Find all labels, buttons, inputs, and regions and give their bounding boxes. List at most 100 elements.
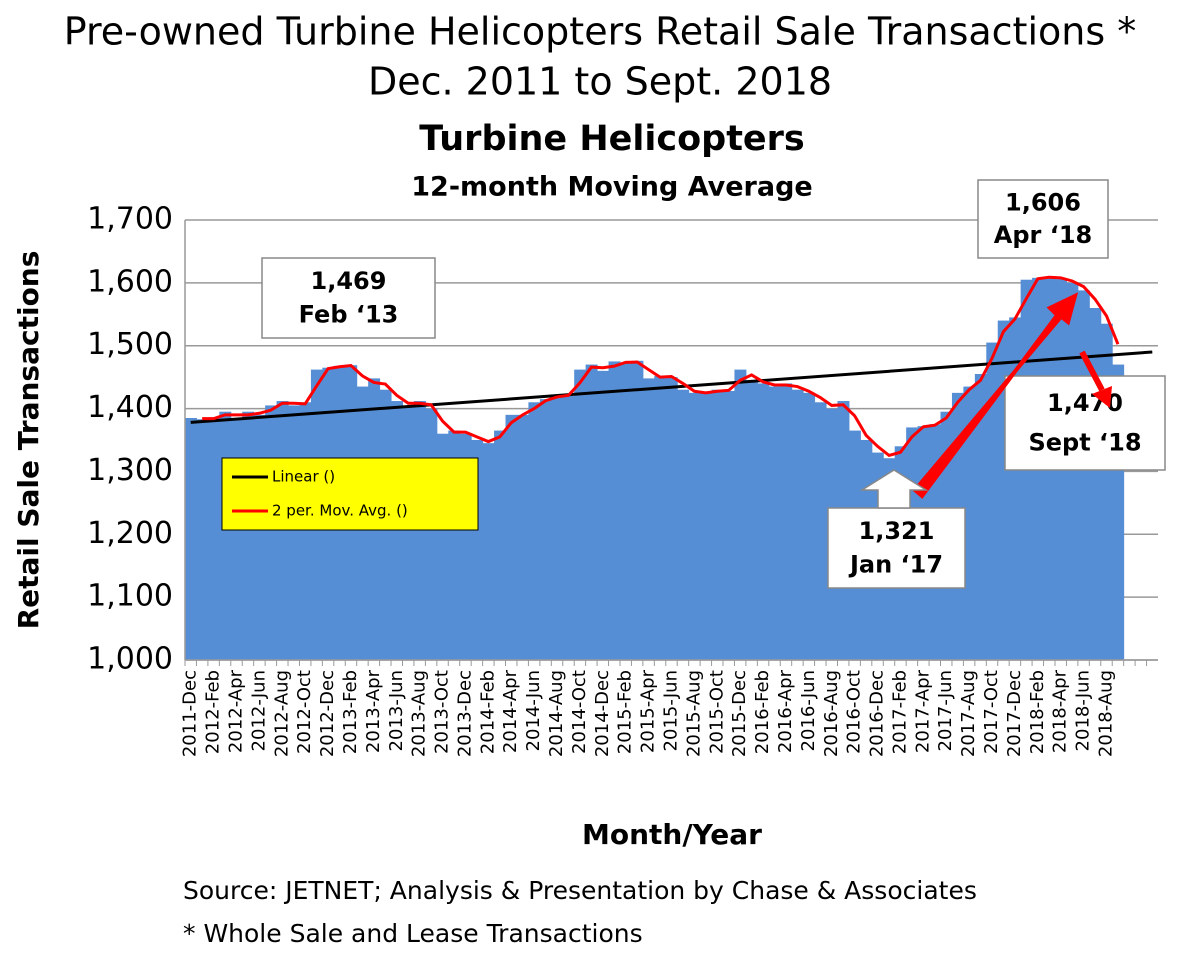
annotation-date: Sept ‘18 [1028,429,1141,457]
bar [642,378,655,660]
bar [1100,323,1113,660]
x-tick-label: 2017-Feb [889,670,910,754]
bar [597,370,610,660]
bar [1112,364,1125,660]
bar [986,342,999,660]
bar [425,408,438,660]
bar [1089,308,1102,660]
annotation-value: 1,469 [311,267,387,295]
x-tick-label: 2016-Aug [821,670,842,757]
bar [574,369,587,660]
x-tick-label: 2018-Apr [1050,669,1071,753]
bar [757,383,770,660]
bar [997,320,1010,660]
x-tick-label: 2012-Dec [317,670,338,757]
bar [745,380,758,660]
x-tick-label: 2014-Dec [592,670,613,757]
annotation-box [827,507,966,589]
bar [688,392,701,660]
x-tick-label: 2015-Apr [638,669,659,753]
x-tick-label: 2015-Feb [615,670,636,754]
y-tick-label: 1,200 [87,516,173,551]
y-axis-title: Retail Sale Transactions [12,251,45,630]
annotation-value: 1,470 [1047,389,1123,417]
x-tick-label: 2013-Aug [409,670,430,757]
bar [711,389,724,660]
annotation: 1,321 Jan ‘17 [827,507,966,589]
annotation-date: Feb ‘13 [299,301,399,329]
x-tick-label: 2017-Oct [981,670,1002,754]
bar [665,377,678,660]
x-tick-label: 2015-Jun [661,670,682,751]
annotation-date: Jan ‘17 [848,551,943,579]
bar [677,389,690,660]
x-tick-label: 2014-Oct [569,670,590,754]
y-tick-label: 1,700 [87,202,173,237]
bar [459,433,472,660]
x-tick-label: 2018-Feb [1027,670,1048,754]
legend-label: Linear () [272,468,335,486]
x-tick-label: 2016-Jun [798,670,819,751]
bar [585,364,598,660]
x-tick-label: 2012-Jun [248,670,269,751]
x-tick-label: 2014-Feb [477,670,498,754]
bar [288,405,300,660]
annotation: 1,470 Sept ‘18 [1004,375,1166,471]
annotation-value: 1,606 [1005,188,1081,216]
bar [700,392,713,660]
x-tick-label: 2013-Oct [432,670,453,754]
x-tick-label: 2014-Jun [523,670,544,751]
bar [562,396,575,660]
y-tick-label: 1,600 [87,264,173,299]
x-tick-label: 2012-Oct [294,670,315,754]
bar [276,401,289,660]
bar [551,394,564,660]
bar [780,383,793,660]
bar [516,414,529,660]
source: Source: JETNET; Analysis & Presentation … [183,876,977,905]
x-tick-label: 2012-Feb [203,670,224,754]
annotation: 1,606 Apr ‘18 [977,179,1109,259]
moving-average-line [202,275,1120,458]
bar [402,405,415,660]
y-tick-label: 1,100 [87,579,173,614]
x-tick-label: 2013-Dec [454,670,475,757]
bar [963,386,976,660]
footnote: * Whole Sale and Lease Transactions [183,919,643,948]
x-tick-label: 2015-Dec [729,670,750,757]
legend-box [221,457,479,531]
chart-subtitle: Turbine Helicopters [419,119,805,159]
x-tick-label: 2013-Apr [363,669,384,753]
bar [482,443,495,660]
x-tick-label: 2018-Aug [1095,670,1116,757]
overlay [859,292,1112,509]
bar [768,386,781,660]
bar [436,433,449,660]
x-tick-label: 2016-Dec [867,670,888,757]
bar [242,411,255,660]
bar [185,418,197,660]
x-tick-label: 2014-Aug [546,670,567,757]
bar [1066,282,1079,660]
annotation-date: Apr ‘18 [994,221,1092,249]
x-tick-label: 2018-Jun [1073,670,1094,751]
bar [265,405,278,660]
bar [814,402,827,660]
x-tick-label: 2015-Oct [706,670,727,754]
bar [539,399,552,660]
y-tick-label: 1,300 [87,453,173,488]
bar [219,411,232,660]
bar [494,430,507,660]
x-tick-label: 2013-Feb [340,670,361,754]
bar [299,402,312,660]
x-tick-label: 2013-Jun [386,670,407,751]
bar [413,401,426,660]
x-tick-label: 2017-Jun [935,670,956,751]
chart-subtitle2: 12-month Moving Average [411,172,812,203]
annotation-box [1004,375,1166,471]
fall-arrow [1079,350,1105,392]
bar [1077,290,1090,660]
rise-arrow [912,292,1079,499]
bar [196,419,209,660]
